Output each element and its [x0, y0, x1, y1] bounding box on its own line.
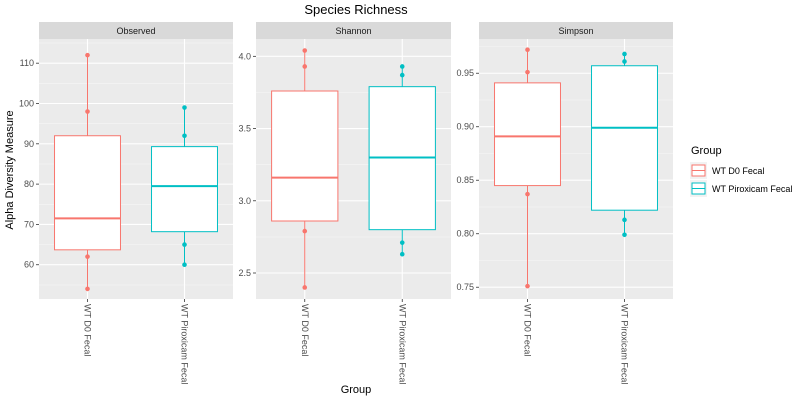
data-point [302, 64, 308, 69]
x-axis-label: Group [341, 384, 372, 396]
facet-panels: Observed 60 70 80 90 100 110 WT D0 Fecal WT Piro… [19, 22, 673, 384]
box-wt-d0-fecal [271, 48, 339, 290]
facet-shannon: Shannon 2.5 3.0 3.5 4.0 WT D0 Fecal WT Piroxic… [238, 22, 451, 384]
x-tick-label: WT D0 Fecal [83, 304, 93, 356]
data-point [182, 133, 187, 139]
data-point [525, 69, 530, 75]
y-tick-label: 3.0 [238, 196, 251, 206]
box-wt-piroxicam-fecal [368, 64, 436, 257]
box-wt-d0-fecal [54, 52, 121, 292]
facet-strip-label: Shannon [335, 26, 371, 36]
data-point [85, 254, 90, 259]
box-iqr [271, 90, 339, 222]
box-iqr [494, 82, 561, 187]
x-tick-label: WT Piroxicam Fecal [180, 304, 190, 384]
data-point [302, 228, 308, 234]
data-point [525, 47, 530, 52]
box-iqr [151, 146, 218, 233]
x-tick-label: WT Piroxicam Fecal [620, 304, 630, 384]
data-point [302, 285, 308, 290]
y-tick-label: 90 [24, 139, 34, 149]
y-tick-label: 60 [24, 260, 34, 270]
data-point [399, 240, 405, 245]
legend-entry: WT Piroxicam Fecal [690, 180, 792, 197]
box-iqr [591, 65, 658, 211]
facet-simpson: Simpson 0.75 0.80 0.85 0.90 0.95 WT D0 Fecal WT… [456, 22, 673, 384]
data-point [399, 64, 405, 69]
legend-label: WT Piroxicam Fecal [712, 184, 792, 194]
chart-title: Species Richness [304, 2, 408, 17]
legend-entry: WT D0 Fecal [690, 162, 764, 179]
legend-label: WT D0 Fecal [712, 166, 764, 176]
facet-strip [256, 22, 451, 39]
facet-strip [39, 22, 233, 39]
data-point [302, 48, 308, 53]
data-point [85, 286, 90, 292]
box-wt-d0-fecal [494, 47, 561, 289]
facet-strip-label: Observed [116, 26, 155, 36]
y-tick-label: 110 [20, 58, 34, 68]
y-tick-label: 0.75 [456, 282, 474, 292]
facet-strip-label: Simpson [558, 26, 593, 36]
data-point [622, 232, 627, 238]
y-tick-label: 0.80 [456, 229, 474, 239]
data-point [622, 217, 627, 223]
y-axis-label: Alpha Diversity Measure [4, 110, 16, 229]
x-tick-label: WT Piroxicam Fecal [397, 304, 407, 384]
y-tick-label: 3.5 [238, 124, 251, 134]
facet-strip [479, 22, 673, 39]
facet-observed: Observed 60 70 80 90 100 110 WT D0 Fecal WT Piro… [19, 22, 233, 384]
box-iqr [54, 135, 121, 251]
data-point [182, 242, 187, 247]
y-tick-label: 100 [19, 98, 34, 108]
box-wt-piroxicam-fecal [591, 51, 658, 238]
y-tick-label: 80 [24, 179, 34, 189]
x-tick-label: WT D0 Fecal [523, 304, 533, 356]
data-point [182, 262, 187, 268]
y-tick-label: 4.0 [238, 51, 251, 61]
box-wt-piroxicam-fecal [151, 105, 218, 268]
data-point [525, 283, 530, 289]
data-point [622, 59, 627, 64]
y-tick-label: 2.5 [238, 268, 251, 278]
y-tick-label: 70 [24, 219, 34, 229]
data-point [622, 51, 627, 57]
y-tick-label: 0.85 [456, 175, 474, 185]
x-tick-label: WT D0 Fecal [300, 304, 310, 356]
data-point [399, 72, 405, 78]
y-tick-label: 0.90 [456, 122, 474, 132]
legend: Group WT D0 Fecal WT Piroxicam Fecal [690, 145, 792, 197]
data-point [399, 251, 405, 257]
data-point [85, 109, 90, 114]
y-tick-label: 0.95 [456, 68, 474, 78]
legend-title: Group [691, 145, 722, 157]
data-point [525, 191, 530, 197]
data-point [182, 105, 187, 110]
data-point [85, 52, 90, 58]
